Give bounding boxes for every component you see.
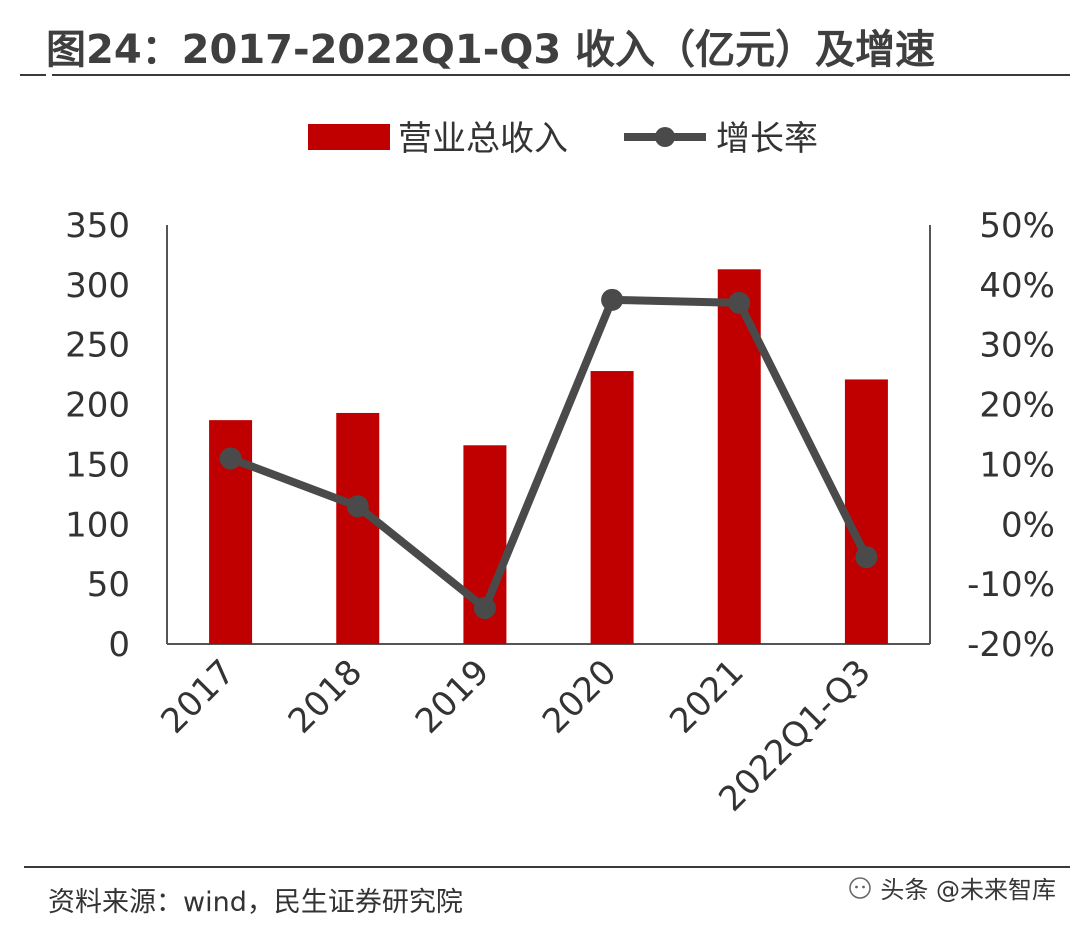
legend-bar-label: 营业总收入 [398, 119, 568, 159]
revenue-bar [336, 412, 380, 644]
x-tick-label: 2018 [281, 652, 370, 741]
y-right-tick-label: -10% [967, 565, 1055, 605]
x-tick-label: 2020 [535, 652, 624, 741]
watermark-text: 头条 @未来智库 [880, 876, 1056, 904]
y-left-tick-label: 100 [65, 505, 130, 545]
growth-rate-point [601, 288, 624, 311]
y-left-tick-label: 350 [65, 206, 130, 246]
y-right-tick-label: 0% [1001, 505, 1055, 545]
y-left-tick-label: 250 [65, 326, 130, 366]
y-right-tick-label: 20% [979, 386, 1055, 426]
growth-rate-point [728, 291, 751, 314]
growth-rate-line [226, 295, 871, 613]
watermark: 头条 @未来智库 [848, 870, 1056, 905]
legend: 营业总收入 增长率 [308, 119, 818, 159]
growth-rate-point [219, 447, 242, 470]
footer-divider [24, 866, 1070, 868]
source-note: 资料来源：wind，民生证券研究院 [48, 887, 463, 918]
legend-bar-swatch [308, 124, 390, 150]
chart-title: 图24：2017-2022Q1-Q3 收入（亿元）及增速 [46, 27, 936, 73]
y-left-tick-label: 0 [108, 625, 130, 665]
legend-line-marker [655, 127, 675, 147]
y-left-tick-label: 200 [65, 386, 130, 426]
x-tick-label: 2017 [153, 652, 242, 741]
growth-rate-point [346, 495, 369, 518]
legend-line-label: 增长率 [716, 119, 818, 159]
revenue-bar [844, 379, 888, 644]
y-right-tick-label: 40% [979, 266, 1055, 306]
y-left-tick-label: 150 [65, 445, 130, 485]
title-divider [20, 74, 1070, 76]
y-right-tick-label: -20% [967, 625, 1055, 665]
growth-rate-point [473, 597, 496, 620]
y-left-tick-label: 300 [65, 266, 130, 306]
x-tick-label: 2021 [662, 652, 751, 741]
x-tick-label: 2019 [408, 652, 497, 741]
wechat-icon [849, 876, 872, 899]
title-divider-gap [46, 72, 52, 78]
line-series [219, 288, 878, 620]
axes [166, 225, 931, 645]
y-right-tick-label: 50% [979, 206, 1055, 246]
y-left-tick-label: 50 [87, 565, 130, 605]
revenue-growth-chart: 营业总收入 增长率 0 50 100 150 200 250 300 350 -20% -10% 0… [65, 119, 1055, 820]
y-right-tick-label: 10% [979, 445, 1055, 485]
growth-rate-point [855, 546, 878, 569]
revenue-bar [590, 371, 634, 644]
y-right-tick-label: 30% [979, 326, 1055, 366]
